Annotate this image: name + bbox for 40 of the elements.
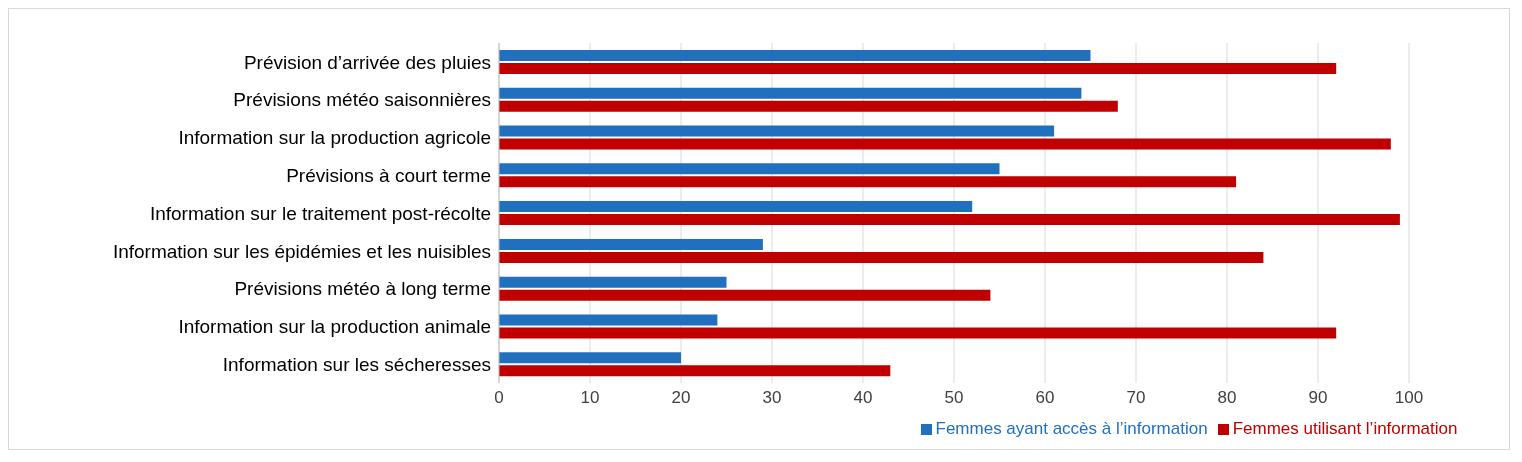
x-tick-label: 90 [1308, 388, 1328, 408]
y-tick-label: Information sur les sécheresses [222, 353, 491, 375]
x-tick-label: 80 [1217, 388, 1237, 408]
bar [499, 50, 1091, 61]
y-tick-label: Prévisions à court terme [286, 164, 491, 186]
legend-label: Femmes ayant accès à l’information [935, 419, 1208, 438]
x-tick-label: 10 [580, 388, 600, 408]
x-tick-label: 30 [762, 388, 782, 408]
x-tick-label: 70 [1126, 388, 1146, 408]
bar [499, 327, 1337, 339]
bar [499, 176, 1237, 188]
bar [499, 87, 1082, 99]
y-tick-label: Information sur les épidémies et les nuisibles [112, 240, 491, 262]
bar [499, 289, 991, 301]
bar [499, 100, 1118, 112]
legend-label: Femmes utilisant l’information [1232, 419, 1458, 438]
y-tick-label: Prévision d’arrivée des pluies [243, 51, 491, 73]
bar [499, 238, 763, 250]
bar [499, 125, 1055, 137]
bar [499, 352, 681, 364]
bar [499, 201, 973, 213]
bar [499, 63, 1337, 74]
y-tick-label: Information sur le traitement post-récolte [149, 202, 491, 224]
y-tick-label: Prévisions météo saisonnières [233, 89, 491, 111]
bar [499, 314, 718, 326]
y-tick-label: Information sur la production animale [178, 316, 491, 338]
bar [499, 276, 727, 288]
x-tick-label: 60 [1035, 388, 1055, 408]
x-tick-label: 100 [1394, 388, 1424, 408]
x-tick-label: 0 [494, 388, 504, 408]
y-tick-label: Prévisions météo à long terme [234, 278, 491, 300]
x-tick-label: 40 [853, 388, 873, 408]
y-tick-label: Information sur la production agricole [178, 127, 491, 149]
bar [499, 163, 1000, 175]
bar [499, 251, 1264, 263]
x-tick-label: 20 [671, 388, 691, 408]
x-tick-label: 50 [944, 388, 964, 408]
bar [499, 214, 1400, 226]
bar [499, 138, 1391, 150]
bar [499, 365, 891, 377]
